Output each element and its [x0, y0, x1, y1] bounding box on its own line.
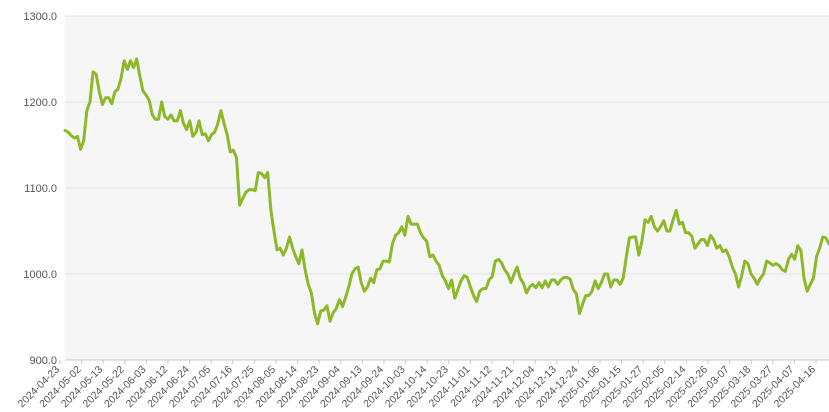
y-tick-label: 1100.0 [24, 183, 57, 195]
x-axis: 2024-04-232024-05-022024-05-132024-05-22… [16, 360, 818, 410]
series-group [63, 57, 829, 326]
y-axis: 900.0 1000.0 1100.0 1200.0 1300.0 [23, 11, 57, 367]
y-tick-label: 1300.0 [23, 11, 57, 23]
y-tick-label: 900.0 [29, 355, 57, 367]
grid-lines [65, 15, 829, 361]
y-tick-label: 1000.0 [23, 269, 57, 281]
y-tick-label: 1200.0 [23, 97, 57, 109]
series-line [63, 57, 829, 326]
